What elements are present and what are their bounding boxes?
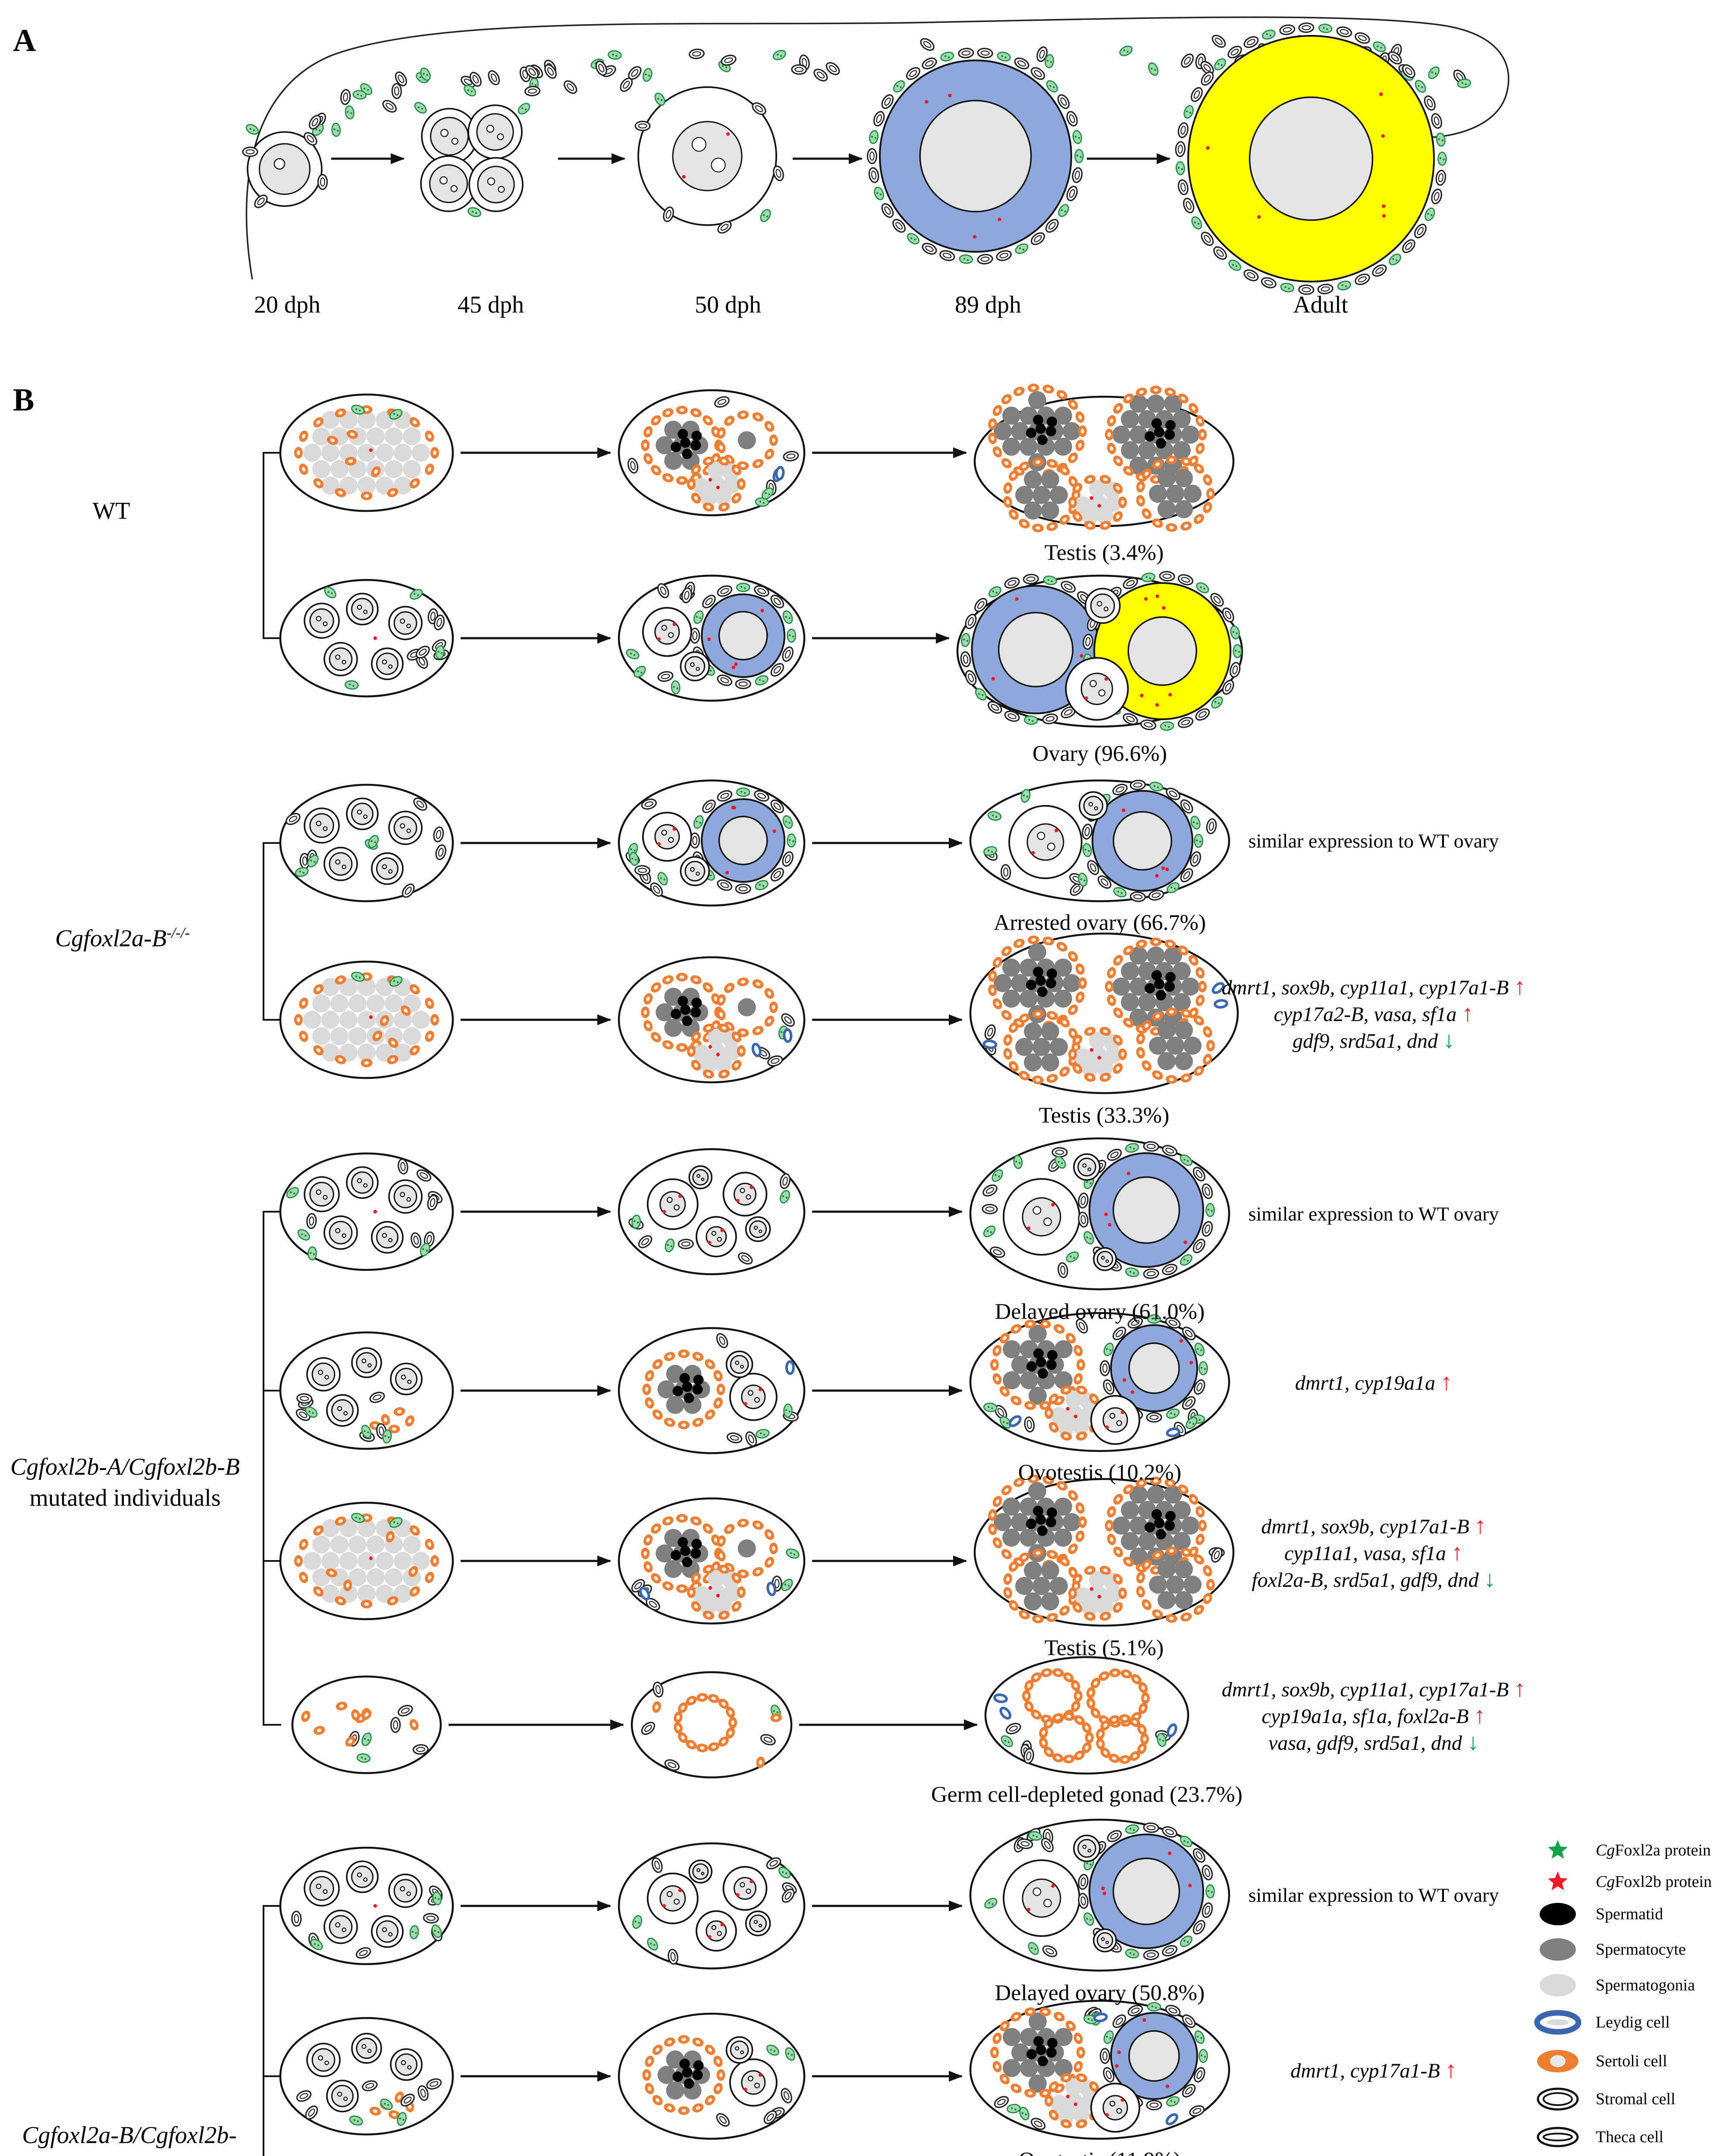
panel-a-stage-adult <box>1175 22 1447 295</box>
panel-a-tissue-outline <box>245 16 1509 280</box>
gonad-testis1 <box>279 1501 454 1620</box>
gonad-ovary3del <box>969 1137 1230 1291</box>
theca-cell-icon <box>1537 2127 1579 2147</box>
gonad-ovary2wt <box>618 574 806 702</box>
gonad-germ1 <box>291 1675 442 1774</box>
gonad-ovotestis2 <box>618 2012 806 2140</box>
spermatogonia-icon <box>1540 1974 1576 1996</box>
spermatocyte-icon <box>1540 1938 1576 1961</box>
gonad-testis3 <box>973 1474 1235 1627</box>
group-bracket <box>263 1211 284 1726</box>
gonad-testis1 <box>279 393 454 512</box>
gonad-germ3 <box>984 1656 1189 1775</box>
gonad-ovary1 <box>279 783 454 903</box>
panel-a-stage-89dph <box>866 47 1084 265</box>
gonad-ovary1 <box>279 579 454 698</box>
gonad-testis2 <box>618 1497 806 1625</box>
gonad-ovary1b <box>279 2017 454 2136</box>
gonad-ovary3arr <box>969 779 1230 903</box>
gonad-germ2 <box>631 1671 793 1779</box>
gonad-ovary1 <box>279 1846 454 1965</box>
gonad-ovotestis3 <box>969 1999 1230 2140</box>
gonad-ovary3wt <box>956 571 1243 731</box>
gonad-ovary1b <box>279 1331 454 1450</box>
foxl2a-protein-icon <box>1548 1840 1568 1859</box>
gonad-testis1 <box>279 960 454 1079</box>
group-bracket <box>263 1905 284 2156</box>
stromal-cell-icon <box>1537 2087 1579 2111</box>
group-bracket <box>263 452 281 639</box>
foxl2b-protein-icon <box>1548 1871 1568 1890</box>
panel-a <box>242 16 1509 295</box>
gonad-ovary2wt <box>618 779 806 907</box>
leydig-cell-icon <box>1534 2010 1581 2035</box>
gonad-ovotestis3 <box>969 1312 1230 1452</box>
sertoli-cell-icon <box>1537 2050 1578 2072</box>
gonad-testis2 <box>618 956 806 1084</box>
gonad-ovary3del <box>969 1818 1230 1972</box>
gonad-testis2 <box>618 389 806 517</box>
panel-a-stage-20dph <box>242 124 328 208</box>
gonad-ovary1 <box>279 1152 454 1271</box>
spermatid-icon <box>1540 1903 1576 1925</box>
gonad-ovary2del <box>618 1148 806 1275</box>
gonad-testis3 <box>973 383 1235 533</box>
gonad-ovary2del <box>618 1842 806 1970</box>
panel-a-stage-50dph <box>634 86 784 234</box>
panel-a-stage-45dph <box>414 102 530 217</box>
group-bracket <box>263 842 281 1021</box>
gonad-testis3 <box>969 932 1239 1094</box>
gonad-ovotestis2 <box>618 1327 806 1454</box>
